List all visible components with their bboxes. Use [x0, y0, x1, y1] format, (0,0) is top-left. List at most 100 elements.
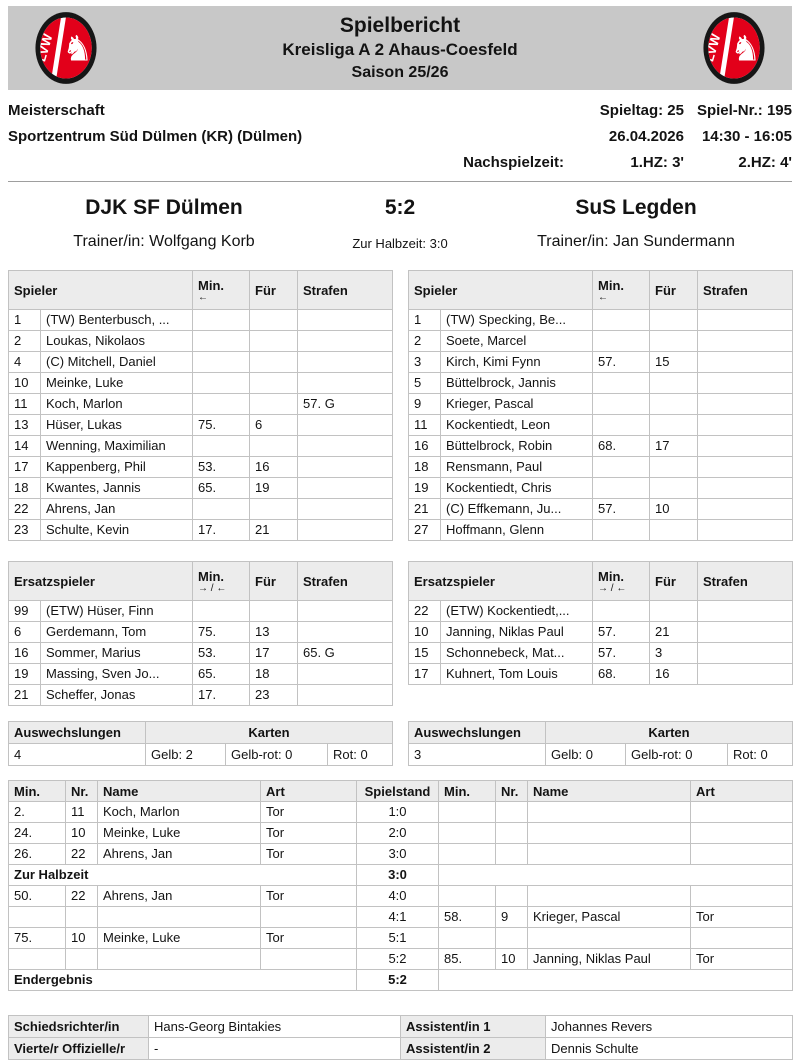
- player-number: 14: [8, 435, 41, 457]
- halftime-score: Zur Halbzeit: 3:0: [352, 236, 448, 251]
- meta-right: Spieltag: 25 Spiel-Nr.: 195 26.04.2026 1…: [463, 102, 792, 172]
- min-header: Min. → / ←: [192, 561, 250, 601]
- player-sub-minute: [592, 393, 651, 415]
- player-name: Janning, Niklas Paul: [440, 621, 593, 643]
- player-number: 1: [8, 309, 41, 331]
- player-penalty: [297, 498, 394, 520]
- player-sub-for: [649, 456, 699, 478]
- player-sub-for: 21: [249, 519, 299, 541]
- player-penalty: [297, 414, 394, 436]
- score-cell: 5:2: [356, 969, 439, 991]
- player-sub-minute: [592, 309, 651, 331]
- score-cell: 4:0: [356, 885, 439, 907]
- player-number: 3: [408, 351, 442, 373]
- player-number: 10: [408, 621, 441, 643]
- home-summary-table: Auswechslungen Karten 4 Gelb: 2 Gelb-rot…: [8, 721, 394, 766]
- stoppage-hz1: 1.HZ: 3': [630, 154, 684, 171]
- player-name: Kwantes, Jannis: [39, 477, 194, 499]
- final-score: 5:2: [384, 196, 416, 219]
- goal-nr-header: Nr.: [65, 780, 98, 802]
- player-penalty: [297, 435, 394, 457]
- player-number: 13: [8, 414, 41, 436]
- min-header: Min. ←: [192, 270, 251, 310]
- player-penalty: [697, 456, 794, 478]
- goal-row: 5:2 85. 10 Janning, Niklas Paul Tor: [8, 948, 793, 970]
- player-row: 5 Büttelbrock, Jannis: [408, 372, 794, 394]
- player-sub-for: 6: [249, 414, 299, 436]
- player-penalty: [697, 351, 794, 373]
- score-cell: 4:1: [356, 906, 439, 928]
- player-sub-for: 16: [649, 663, 698, 685]
- home-team-name: DJK SF Dülmen: [85, 196, 243, 219]
- player-sub-for: [649, 393, 699, 415]
- player-name: (C) Mitchell, Daniel: [39, 351, 194, 373]
- player-row: 15 Schonnebeck, Mat... 57. 3: [408, 642, 793, 664]
- player-sub-for: 19: [249, 477, 299, 499]
- player-penalty: [297, 372, 394, 394]
- player-name: (ETW) Kockentiedt,...: [440, 600, 593, 622]
- min-header: Min. ←: [592, 270, 651, 310]
- match-report-page: FLVW ♞ Spielbericht Kreisliga A 2 Ahaus-…: [0, 6, 800, 1060]
- player-sub-minute: 53.: [192, 642, 250, 664]
- goal-art-header: Art: [690, 780, 793, 802]
- player-name: Schonnebeck, Mat...: [440, 642, 593, 664]
- player-row: 23 Schulte, Kevin 17. 21: [8, 519, 394, 541]
- player-sub-for: [249, 435, 299, 457]
- player-number: 19: [408, 477, 442, 499]
- yellow-cards: Gelb: 2: [145, 743, 226, 766]
- player-number: 6: [8, 621, 41, 643]
- for-header: Für: [649, 561, 698, 601]
- player-sub-minute: [592, 330, 651, 352]
- player-number: 11: [8, 393, 41, 415]
- player-name: Sommer, Marius: [40, 642, 193, 664]
- cards-header: Karten: [144, 721, 394, 744]
- player-number: 21: [8, 684, 41, 706]
- player-number: 18: [408, 456, 442, 478]
- player-sub-minute: 68.: [592, 663, 650, 685]
- for-header: Für: [249, 270, 299, 310]
- player-sub-for: [249, 309, 299, 331]
- player-penalty: [697, 435, 794, 457]
- player-row: 27 Hoffmann, Glenn: [408, 519, 794, 541]
- teams-score-block: DJK SF Dülmen Trainer/in: Wolfgang Korb …: [0, 196, 800, 252]
- red-cards: Rot: 0: [727, 743, 794, 766]
- away-team-name: SuS Legden: [575, 196, 697, 219]
- player-sub-for: 13: [249, 621, 298, 643]
- match-date: 26.04.2026: [608, 128, 684, 145]
- player-sub-for: 10: [649, 498, 699, 520]
- player-name: Krieger, Pascal: [440, 393, 594, 415]
- competition-label: Meisterschaft: [8, 102, 105, 119]
- starters-header: Spieler: [408, 270, 594, 310]
- player-number: 9: [408, 393, 442, 415]
- assistant2-name: Dennis Schulte: [545, 1037, 793, 1060]
- player-number: 16: [8, 642, 41, 664]
- player-name: Soete, Marcel: [440, 330, 594, 352]
- player-sub-minute: [592, 477, 651, 499]
- final-summary-row: Endergebnis 5:2: [8, 969, 793, 991]
- player-sub-minute: 53.: [192, 456, 251, 478]
- goal-nr-header: Nr.: [495, 780, 528, 802]
- starters-row: Spieler Min. ← Für Strafen 1 (TW) Benterb…: [7, 270, 794, 541]
- league-name: Kreisliga A 2 Ahaus-Coesfeld: [282, 39, 518, 59]
- player-row: 1 (TW) Benterbusch, ...: [8, 309, 394, 331]
- player-penalty: [297, 330, 394, 352]
- fourth-official-name: -: [148, 1037, 401, 1060]
- player-number: 5: [408, 372, 442, 394]
- subs-count-header: Auswechslungen: [8, 721, 146, 744]
- player-row: 99 (ETW) Hüser, Finn: [8, 600, 393, 622]
- player-sub-minute: [192, 393, 251, 415]
- player-penalty: [297, 684, 393, 706]
- player-row: 18 Kwantes, Jannis 65. 19: [8, 477, 394, 499]
- for-header: Für: [649, 270, 699, 310]
- player-penalty: [697, 477, 794, 499]
- player-row: 16 Büttelbrock, Robin 68. 17: [408, 435, 794, 457]
- score-cell: 1:0: [356, 801, 439, 823]
- score-cell: 5:2: [356, 948, 439, 970]
- flvw-logo-left: FLVW ♞: [35, 12, 97, 84]
- section-divider: [8, 181, 792, 182]
- player-name: Schulte, Kevin: [39, 519, 194, 541]
- arrow-out-icon: ←: [198, 291, 209, 303]
- player-sub-for: 17: [649, 435, 699, 457]
- player-row: 2 Loukas, Nikolaos: [8, 330, 394, 352]
- home-starters-table: Spieler Min. ← Für Strafen 1 (TW) Benterb…: [7, 270, 394, 541]
